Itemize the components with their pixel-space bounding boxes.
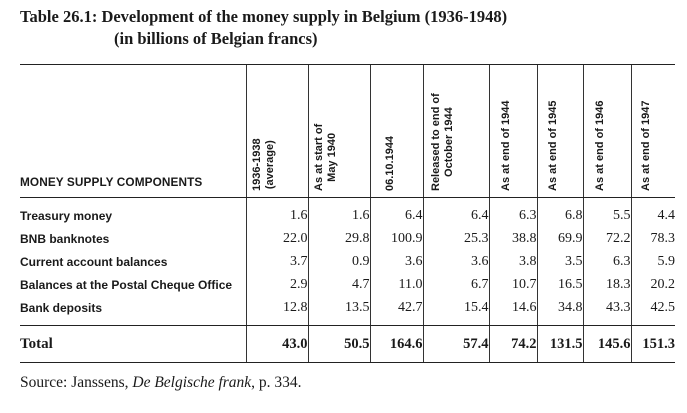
cell-value: 72.2: [582, 227, 631, 250]
cell-value: 3.7: [245, 250, 308, 273]
cell-value: 25.3: [422, 227, 489, 250]
cell-value: 6.3: [488, 197, 537, 227]
total-value: 43.0: [245, 325, 308, 363]
total-value: 151.3: [630, 325, 675, 363]
cell-value: 6.7: [422, 273, 489, 296]
cell-value: 10.7: [488, 273, 537, 296]
cell-value: 13.5: [307, 296, 370, 326]
row-label: Treasury money: [20, 208, 113, 223]
row-label: Bank deposits: [20, 296, 246, 326]
row-label: Balances at the Postal Cheque Office: [20, 277, 233, 292]
column-header: 06.10.1944: [369, 64, 423, 198]
cell-value: 42.5: [630, 296, 675, 326]
table-title: Table 26.1: Development of the money sup…: [20, 6, 507, 50]
column-header: As at end of 1945: [536, 64, 583, 198]
cell-value: 22.0: [245, 227, 308, 250]
table-row: Bank deposits 12.8 13.5 42.7 15.4 14.6 3…: [20, 296, 675, 326]
cell-value: 6.3: [582, 250, 631, 273]
column-header: 1936-1938 (average): [245, 64, 308, 198]
cell-value: 29.8: [307, 227, 370, 250]
cell-value: 15.4: [422, 296, 489, 326]
cell-value: 43.3: [582, 296, 631, 326]
cell-value: 14.6: [488, 296, 537, 326]
cell-value: 6.4: [369, 197, 423, 227]
column-header: As at end of 1947: [630, 64, 675, 198]
column-header: Released to end of October 1944: [422, 64, 489, 198]
table-row: Balances at the Postal Cheque Office 2.9…: [20, 273, 675, 296]
cell-value: 78.3: [630, 227, 675, 250]
cell-value: 3.6: [422, 250, 489, 273]
cell-value: 20.2: [630, 273, 675, 296]
total-value: 131.5: [536, 325, 583, 363]
money-supply-table: MONEY SUPPLY COMPONENTS 1936-1938 (averag…: [20, 64, 675, 363]
source-prefix: Source: Janssens,: [20, 374, 133, 391]
header-row: MONEY SUPPLY COMPONENTS 1936-1938 (averag…: [20, 64, 675, 198]
cell-value: 4.4: [630, 197, 675, 227]
total-value: 57.4: [422, 325, 489, 363]
total-value: 145.6: [582, 325, 631, 363]
total-value: 164.6: [369, 325, 423, 363]
row-label: Current account balances: [20, 254, 168, 269]
column-header: As at end of 1944: [488, 64, 537, 198]
table-row: Current account balances 3.7 0.9 3.6 3.6…: [20, 250, 675, 273]
source-work-title: De Belgische frank: [132, 374, 252, 391]
table-title-line-1: Table 26.1: Development of the money sup…: [20, 7, 508, 26]
cell-value: 3.6: [369, 250, 423, 273]
cell-value: 18.3: [582, 273, 631, 296]
row-label: BNB banknotes: [20, 231, 110, 246]
total-value: 50.5: [307, 325, 370, 363]
cell-value: 42.7: [369, 296, 423, 326]
cell-value: 3.8: [488, 250, 537, 273]
cell-value: 1.6: [307, 197, 370, 227]
source-suffix: , p. 334.: [251, 374, 302, 391]
cell-value: 34.8: [536, 296, 583, 326]
cell-value: 5.9: [630, 250, 675, 273]
column-header: As at end of 1946: [582, 64, 631, 198]
row-header: MONEY SUPPLY COMPONENTS: [20, 64, 246, 198]
cell-value: 6.8: [536, 197, 583, 227]
cell-value: 0.9: [307, 250, 370, 273]
cell-value: 12.8: [245, 296, 308, 326]
cell-value: 2.9: [245, 273, 308, 296]
table-row: BNB banknotes 22.0 29.8 100.9 25.3 38.8 …: [20, 227, 675, 250]
total-value: 74.2: [488, 325, 537, 363]
cell-value: 38.8: [488, 227, 537, 250]
cell-value: 69.9: [536, 227, 583, 250]
cell-value: 100.9: [369, 227, 423, 250]
cell-value: 4.7: [307, 273, 370, 296]
cell-value: 16.5: [536, 273, 583, 296]
total-row: Total 43.0 50.5 164.6 57.4 74.2 131.5 14…: [20, 325, 675, 363]
cell-value: 1.6: [245, 197, 308, 227]
cell-value: 11.0: [369, 273, 423, 296]
total-label: Total: [20, 325, 246, 363]
column-header: As at start of May 1940: [307, 64, 370, 198]
cell-value: 6.4: [422, 197, 489, 227]
table-row: Treasury money 1.6 1.6 6.4 6.4 6.3 6.8 5…: [20, 197, 675, 227]
cell-value: 3.5: [536, 250, 583, 273]
source-note: Source: Janssens, De Belgische frank, p.…: [20, 374, 302, 392]
table-title-line-2: (in billions of Belgian francs): [114, 29, 318, 48]
cell-value: 5.5: [582, 197, 631, 227]
